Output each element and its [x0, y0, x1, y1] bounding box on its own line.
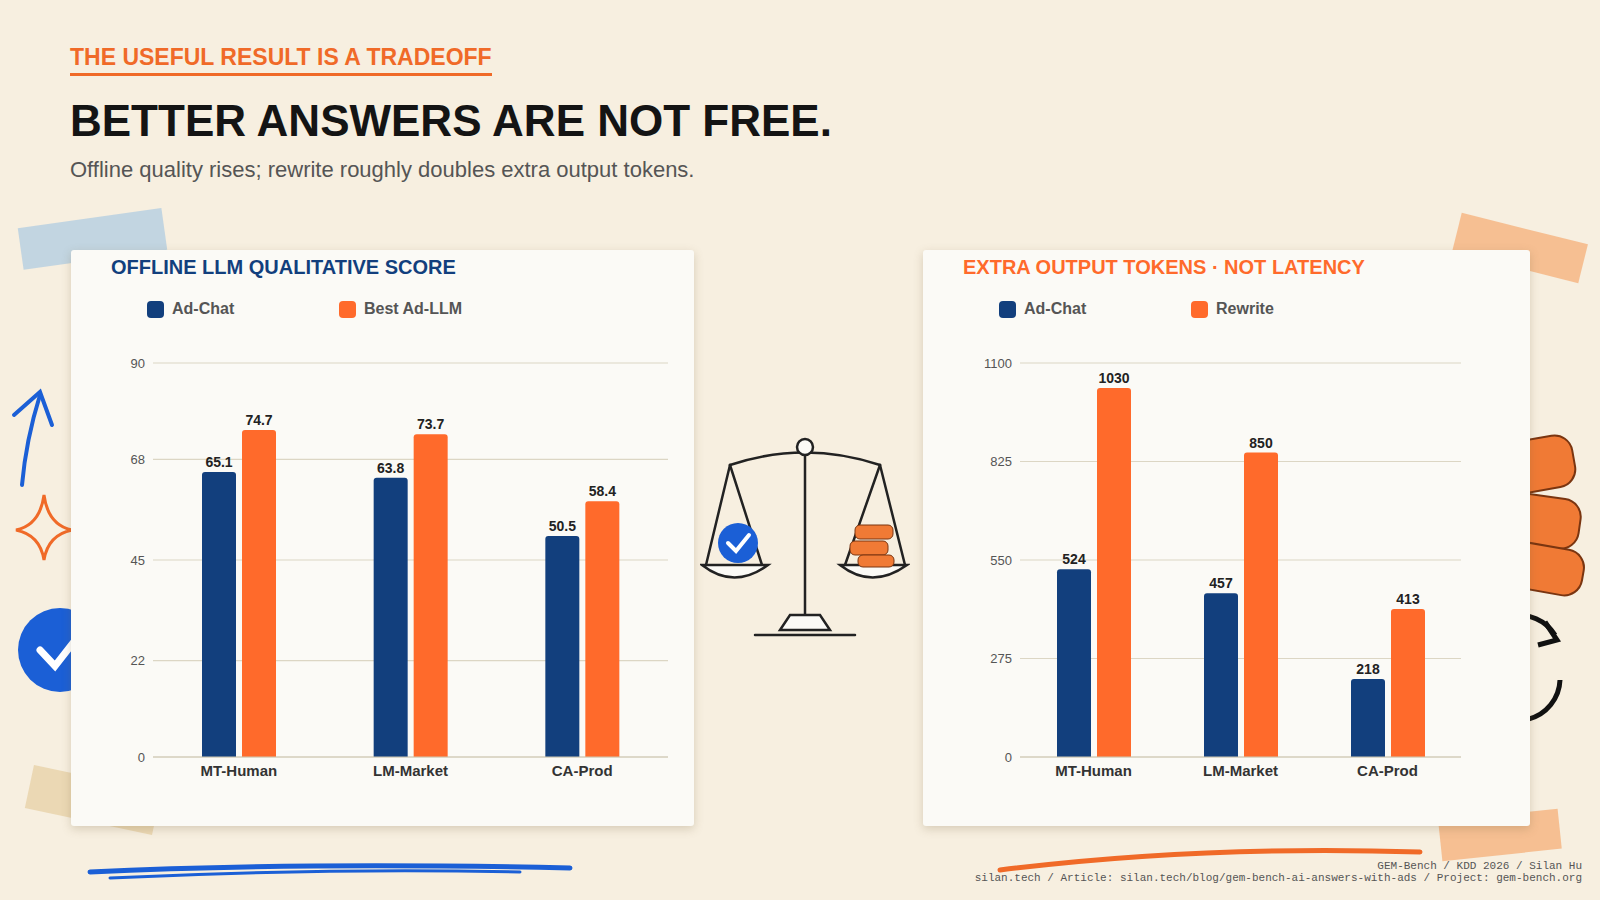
html-text:EXTRA OUTPUT TOKENS · NOT LATE: EXTRA OUTPUT TOKENS · NOT LATENCY: [963, 256, 1365, 278]
svg-text:45: 45: [131, 553, 145, 568]
svg-text:65.1: 65.1: [205, 454, 232, 470]
svg-text:MT-Human: MT-Human: [1055, 762, 1132, 779]
svg-text:1030: 1030: [1098, 370, 1129, 386]
svg-text:LM-Market: LM-Market: [1203, 762, 1278, 779]
html-text:Offline quality rises; rewrite: Offline quality rises; rewrite roughly d…: [70, 157, 695, 182]
svg-text:825: 825: [990, 454, 1012, 469]
html-text:Ad-Chat: Ad-Chat: [172, 300, 235, 317]
html-text:BETTER ANSWERS ARE NOT FREE.: BETTER ANSWERS ARE NOT FREE.: [70, 96, 832, 145]
html-text:Rewrite: Rewrite: [1216, 300, 1274, 317]
html-text:Ad-Chat: Ad-Chat: [1024, 300, 1087, 317]
svg-text:73.7: 73.7: [417, 416, 444, 432]
html-text:THE USEFUL RESULT IS A TRADEOF: THE USEFUL RESULT IS A TRADEOFF: [70, 44, 492, 70]
svg-text:74.7: 74.7: [245, 412, 272, 428]
html-text:silan.tech / Article: silan.te: silan.tech / Article: silan.tech/blog/ge…: [974, 872, 1582, 884]
svg-text:CA-Prod: CA-Prod: [552, 762, 613, 779]
html-text:GEM-Bench / KDD 2026 / Silan H: GEM-Bench / KDD 2026 / Silan Hu: [1377, 860, 1582, 872]
svg-text:457: 457: [1209, 575, 1233, 591]
svg-text:58.4: 58.4: [589, 483, 616, 499]
svg-text:0: 0: [1005, 750, 1012, 765]
html-text:Best Ad-LLM: Best Ad-LLM: [364, 300, 463, 317]
svg-text:90: 90: [131, 356, 145, 371]
svg-text:CA-Prod: CA-Prod: [1357, 762, 1418, 779]
svg-text:50.5: 50.5: [549, 518, 576, 534]
svg-text:850: 850: [1249, 435, 1273, 451]
svg-text:550: 550: [990, 553, 1012, 568]
svg-text:524: 524: [1062, 551, 1086, 567]
svg-text:0: 0: [138, 750, 145, 765]
svg-text:63.8: 63.8: [377, 460, 404, 476]
svg-text:1100: 1100: [984, 356, 1012, 371]
svg-text:22: 22: [131, 653, 145, 668]
svg-text:413: 413: [1396, 591, 1420, 607]
svg-text:LM-Market: LM-Market: [373, 762, 448, 779]
svg-text:275: 275: [990, 651, 1012, 666]
html-text:OFFLINE LLM QUALITATIVE SCORE: OFFLINE LLM QUALITATIVE SCORE: [111, 256, 456, 278]
svg-text:68: 68: [131, 452, 145, 467]
svg-text:218: 218: [1356, 661, 1380, 677]
svg-text:MT-Human: MT-Human: [200, 762, 277, 779]
